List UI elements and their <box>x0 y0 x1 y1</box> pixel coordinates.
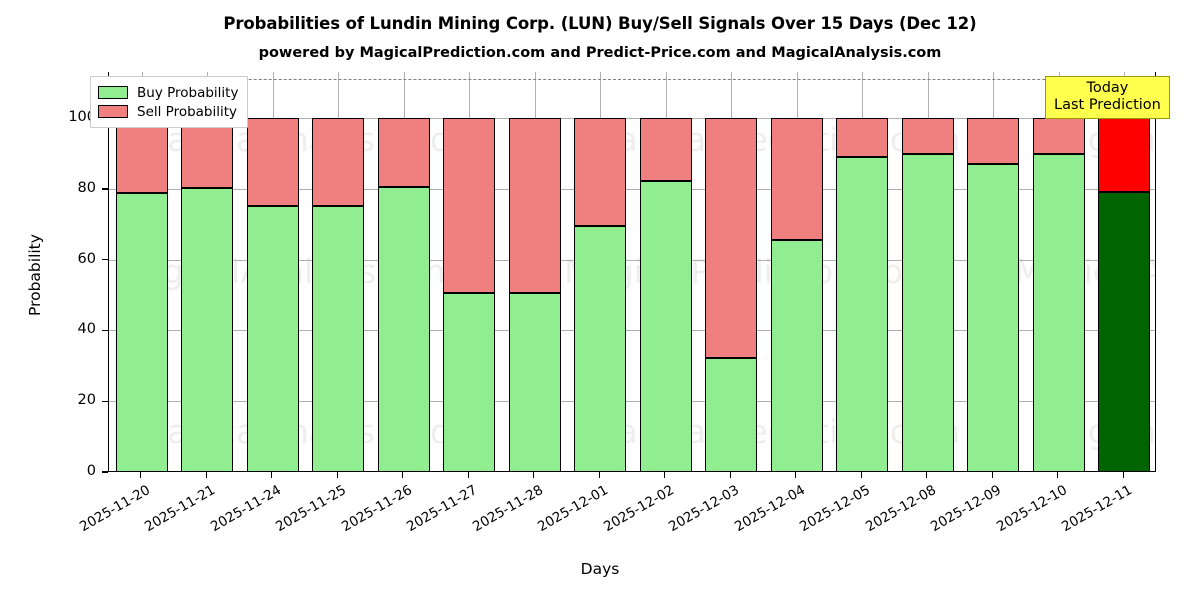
bar-segment-sell[interactable] <box>181 118 234 188</box>
bar-group[interactable] <box>901 72 954 472</box>
chart-subtitle: powered by MagicalPrediction.com and Pre… <box>258 45 942 61</box>
bar-segment-buy[interactable] <box>770 240 823 472</box>
bar-segment-buy[interactable] <box>705 357 758 472</box>
bar-segment-sell[interactable] <box>705 118 758 358</box>
y-tick-label: 40 <box>77 321 96 338</box>
legend-label-buy: Buy Probability <box>137 84 239 101</box>
y-tick-mark <box>102 471 108 473</box>
x-tick-mark <box>533 472 535 478</box>
legend-item-buy: Buy Probability <box>98 83 238 102</box>
y-tick-mark <box>102 188 108 190</box>
legend-swatch-sell-icon <box>98 105 128 118</box>
x-tick-mark <box>467 472 469 478</box>
bar-segment-buy[interactable] <box>246 206 299 472</box>
bar-segment-sell[interactable] <box>1032 118 1085 155</box>
reference-dashed-line <box>109 79 1155 81</box>
x-tick-mark <box>1057 472 1059 478</box>
bar-group[interactable] <box>312 72 365 472</box>
bar-segment-sell[interactable] <box>574 118 627 226</box>
x-axis-label: Days <box>580 560 620 578</box>
bar-segment-buy[interactable] <box>115 193 168 472</box>
horizontal-gridline <box>109 118 1155 120</box>
bar-segment-sell[interactable] <box>836 118 889 157</box>
bar-group[interactable] <box>181 72 234 472</box>
bar-segment-buy[interactable] <box>639 180 692 472</box>
y-tick-mark <box>102 329 108 332</box>
bar-group[interactable] <box>508 72 561 472</box>
today-annotation-line2: Last Prediction <box>1054 96 1161 113</box>
x-tick-mark <box>336 472 338 478</box>
y-tick-label: 100 <box>68 109 96 126</box>
x-tick-mark <box>860 472 862 478</box>
x-tick-mark <box>1122 472 1124 478</box>
x-tick-mark <box>402 472 404 478</box>
y-tick-label: 60 <box>77 250 96 267</box>
horizontal-gridline <box>109 330 1155 332</box>
legend-swatch-buy-icon <box>98 86 128 99</box>
today-annotation: Today Last Prediction <box>1045 76 1170 120</box>
bar-segment-buy[interactable] <box>574 225 627 472</box>
bar-group[interactable] <box>770 72 823 472</box>
bar-segment-sell[interactable] <box>967 118 1020 165</box>
plot-inner: MagicalAnalysis.comMagicalPrediction.com… <box>109 72 1155 472</box>
y-tick-mark <box>102 400 108 402</box>
bar-group[interactable] <box>836 72 889 472</box>
bar-segment-buy[interactable] <box>443 292 496 472</box>
bar-group[interactable] <box>443 72 496 472</box>
y-tick-label: 20 <box>77 392 96 409</box>
bar-group[interactable] <box>377 72 430 472</box>
chart-title: Probabilities of Lundin Mining Corp. (LU… <box>223 14 977 33</box>
bar-group[interactable] <box>115 72 168 472</box>
bar-segment-buy[interactable] <box>508 292 561 472</box>
bar-group[interactable] <box>246 72 299 472</box>
bar-segment-sell[interactable] <box>246 118 299 207</box>
bar-group[interactable] <box>639 72 692 472</box>
bar-segment-sell[interactable] <box>508 118 561 293</box>
bar-segment-buy[interactable] <box>901 154 954 472</box>
x-tick-mark <box>795 472 797 478</box>
x-tick-mark <box>140 472 142 478</box>
bar-segment-buy[interactable] <box>312 206 365 472</box>
bar-segment-sell[interactable] <box>770 118 823 241</box>
bar-today[interactable] <box>1098 72 1151 472</box>
y-tick-label: 80 <box>77 179 96 196</box>
plot-area: MagicalAnalysis.comMagicalPrediction.com… <box>108 72 1156 472</box>
bar-segment-buy[interactable] <box>967 164 1020 472</box>
horizontal-gridline <box>109 401 1155 403</box>
x-tick-mark <box>926 472 928 478</box>
x-tick-mark <box>664 472 666 478</box>
x-tick-mark <box>205 472 207 478</box>
bar-segment-sell[interactable] <box>377 118 430 188</box>
bar-group[interactable] <box>574 72 627 472</box>
legend-label-sell: Sell Probability <box>137 103 238 120</box>
legend-item-sell: Sell Probability <box>98 102 238 121</box>
chart-legend: Buy Probability Sell Probability <box>90 76 249 128</box>
y-tick-mark <box>102 259 108 261</box>
bar-segment-buy[interactable] <box>377 187 430 472</box>
horizontal-gridline <box>109 188 1155 190</box>
bar-segment-sell[interactable] <box>639 118 692 181</box>
bar-segment-sell[interactable] <box>1098 118 1151 193</box>
bar-segment-buy[interactable] <box>836 156 889 472</box>
x-tick-mark <box>271 472 273 478</box>
bar-segment-sell[interactable] <box>115 118 168 194</box>
bar-segment-buy[interactable] <box>181 187 234 472</box>
horizontal-gridline <box>109 259 1155 261</box>
today-annotation-line1: Today <box>1086 80 1129 96</box>
bar-group[interactable] <box>705 72 758 472</box>
bar-segment-sell[interactable] <box>312 118 365 207</box>
y-axis-label: Probability <box>26 234 44 316</box>
x-tick-mark <box>598 472 600 478</box>
bar-segment-sell[interactable] <box>901 118 954 155</box>
bar-segment-buy[interactable] <box>1098 192 1151 472</box>
x-tick-mark <box>991 472 993 478</box>
bar-segment-sell[interactable] <box>443 118 496 293</box>
bar-group[interactable] <box>1032 72 1085 472</box>
bar-segment-buy[interactable] <box>1032 154 1085 472</box>
y-tick-label: 0 <box>86 463 96 479</box>
x-tick-mark <box>729 472 731 478</box>
bar-group[interactable] <box>967 72 1020 472</box>
